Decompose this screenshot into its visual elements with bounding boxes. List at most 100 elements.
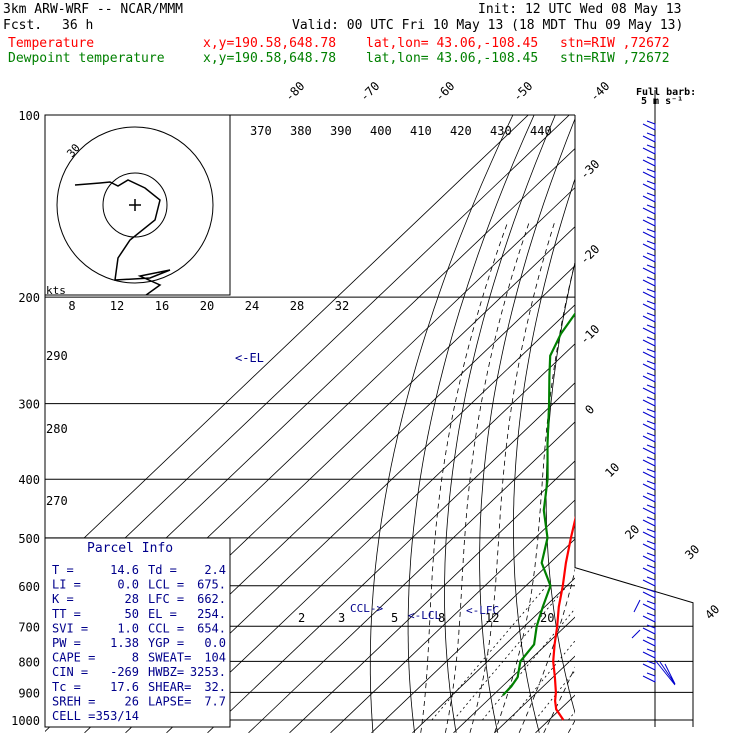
parcel-key: PW = (52, 636, 81, 650)
ccl-annotation: CCL-> (350, 602, 383, 615)
isotherm-label: -40 (587, 79, 612, 104)
isotherm-label: 20 (622, 522, 642, 542)
hodograph-trace (74, 179, 171, 295)
temperature-station: stn=RIW ,72672 (560, 36, 670, 51)
isotherm-label: -50 (510, 79, 535, 104)
pressure-tick-label: 900 (18, 686, 40, 700)
parcel-key: Tc = (52, 680, 81, 694)
isotherm-line (494, 655, 575, 733)
temperature-xy: x,y=190.58,648.78 (203, 36, 337, 51)
wind-barb (642, 408, 656, 419)
wind-barbs: Full barb:5 m s⁻¹ (631, 87, 696, 686)
theta-label: 290 (46, 349, 68, 363)
mixing-ratio-line (568, 710, 575, 721)
wind-barb (642, 168, 656, 179)
theta-label: 440 (530, 124, 552, 138)
hodograph-ring (56, 126, 214, 284)
parcel-value: 675. (197, 578, 226, 592)
valid-time: Valid: 00 UTC Fri 10 May 13 (18 MDT Thu … (292, 18, 684, 33)
isotherm-line (453, 616, 575, 733)
hodograph: 30 (44, 114, 231, 296)
dry-adiabat-line (407, 115, 535, 733)
wind-barb (642, 204, 656, 215)
pressure-tick-label: 700 (18, 620, 40, 634)
parcel-value: 28 (125, 592, 139, 606)
wind-barb (642, 360, 656, 371)
wind-barb (642, 516, 656, 527)
wind-barb (642, 432, 656, 443)
mixing-ratio-line (534, 670, 575, 721)
wind-barb (642, 576, 656, 587)
isotherm-line (289, 460, 575, 733)
wind-barb (642, 300, 656, 311)
pressure-tick-label: 400 (18, 473, 40, 487)
parcel-value: 2.4 (204, 563, 226, 577)
lcl-annotation: <-LCL (408, 609, 441, 622)
parcel-value: 0.0 (117, 578, 139, 592)
parcel-key: CCL = (148, 621, 184, 635)
parcel-key: CIN = (52, 665, 88, 679)
forecast-hour: 36 h (62, 18, 94, 33)
pressure-tick-label: 200 (18, 291, 40, 305)
wind-barb (642, 348, 656, 359)
theta-label: 430 (490, 124, 512, 138)
model-title: 3km ARW-WRF -- NCAR/MMM (3, 2, 184, 17)
pressure-tick-label: 600 (18, 580, 40, 594)
parcel-value: 3253. (190, 665, 226, 679)
theta-label: 380 (290, 124, 312, 138)
wind-barb (642, 492, 656, 503)
temperature-line (552, 515, 575, 721)
wind-barb (642, 276, 656, 287)
isotherm-line (45, 115, 570, 615)
dry-adiabat-line (444, 115, 556, 733)
wind-barb (642, 648, 656, 659)
dewpoint-xy: x,y=190.58,648.78 (203, 51, 337, 66)
mixing-ratio-label: 2 (298, 611, 305, 625)
isotherm-line (577, 87, 740, 733)
wind-barb (642, 540, 656, 551)
parcel-value: 32. (204, 680, 226, 694)
wind-barb (631, 599, 676, 686)
hodograph-ring (102, 172, 168, 238)
theta-label: 280 (46, 422, 68, 436)
parcel-value: 254. (197, 607, 226, 621)
dewpoint-line (502, 311, 575, 696)
wind-barb (642, 528, 656, 539)
isotherm-label: 10 (602, 460, 622, 480)
isotherm-label: -60 (432, 79, 457, 104)
forecast-label: Fcst. (3, 18, 43, 33)
parcel-key: SHEAR= (148, 680, 191, 694)
isotherm-line (45, 115, 529, 576)
sounding-profiles: <-EL CCL-> <-LCL <-LFC (235, 311, 575, 721)
parcel-key: T = (52, 563, 74, 577)
parcel-value: 7.7 (204, 694, 226, 708)
parcel-info-box: Parcel Info T = 14.6 Td = 2.4 LI = 0.0 LCL = 675… (44, 537, 231, 728)
wind-barb-unit: 5 m s⁻¹ (641, 96, 683, 107)
wind-barb (642, 288, 656, 299)
parcel-key: LI = (52, 578, 81, 592)
wind-barb (642, 312, 656, 323)
isotherm-label: -80 (282, 79, 307, 104)
mixing-ratio-label: 20 (540, 611, 554, 625)
init-time: Init: 12 UTC Wed 08 May 13 (478, 2, 682, 17)
wind-barb (642, 624, 656, 635)
parcel-value: 14.6 (110, 563, 139, 577)
hodograph-unit-label: kts (46, 284, 66, 297)
hodograph-speed-tick: 16 (155, 299, 169, 313)
wind-barb (642, 144, 656, 155)
isotherm-label: -20 (577, 242, 602, 267)
wind-barb (642, 672, 656, 683)
parcel-value: 662. (197, 592, 226, 606)
wind-barb (642, 504, 656, 515)
isotherm-line (330, 499, 575, 733)
dewpoint-station: stn=RIW ,72672 (560, 51, 670, 66)
parcel-value: 17.6 (110, 680, 139, 694)
parcel-value: 26 (125, 694, 139, 708)
temperature-legend: Temperature (8, 36, 95, 51)
parcel-key: HWBZ= (148, 665, 184, 679)
parcel-value: -269 (110, 665, 139, 679)
parcel-key: LAPSE= (148, 694, 191, 708)
wind-barb-legend: Full barb: (636, 87, 696, 98)
wind-barb (642, 336, 656, 347)
